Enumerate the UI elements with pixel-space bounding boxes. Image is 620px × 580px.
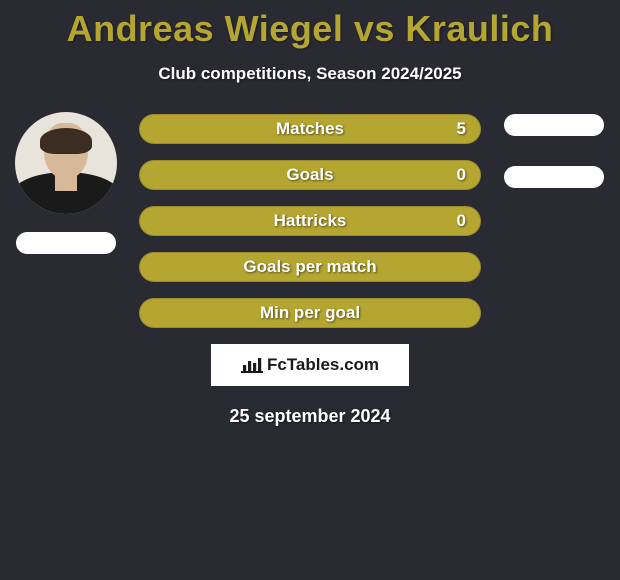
player-left-name-pill [16,232,116,254]
subtitle: Club competitions, Season 2024/2025 [0,64,620,84]
player-right-column [496,112,612,188]
stat-label: Min per goal [140,303,480,323]
bar-chart-icon [241,356,263,374]
stat-label: Goals per match [140,257,480,277]
player-right-pill-2 [504,166,604,188]
stat-value: 0 [457,165,466,185]
stat-value: 0 [457,211,466,231]
branding-box: FcTables.com [211,344,409,386]
content-layout: Matches 5 Goals 0 Hattricks 0 Goals per … [0,112,620,328]
player-right-pill-1 [504,114,604,136]
stat-label: Matches [140,119,480,139]
stat-bar-matches: Matches 5 [139,114,481,144]
stat-label: Goals [140,165,480,185]
stat-value: 5 [457,119,466,139]
stat-bar-min-per-goal: Min per goal [139,298,481,328]
player-left-column [8,112,124,254]
stat-bars: Matches 5 Goals 0 Hattricks 0 Goals per … [139,112,481,328]
stat-bar-goals: Goals 0 [139,160,481,190]
stat-bar-hattricks: Hattricks 0 [139,206,481,236]
comparison-card: Andreas Wiegel vs Kraulich Club competit… [0,0,620,427]
page-title: Andreas Wiegel vs Kraulich [0,0,620,50]
date-label: 25 september 2024 [0,406,620,427]
player-left-avatar [15,112,117,214]
stat-bar-goals-per-match: Goals per match [139,252,481,282]
logo-text: FcTables.com [267,355,379,375]
avatar-hair [40,128,92,154]
stat-label: Hattricks [140,211,480,231]
